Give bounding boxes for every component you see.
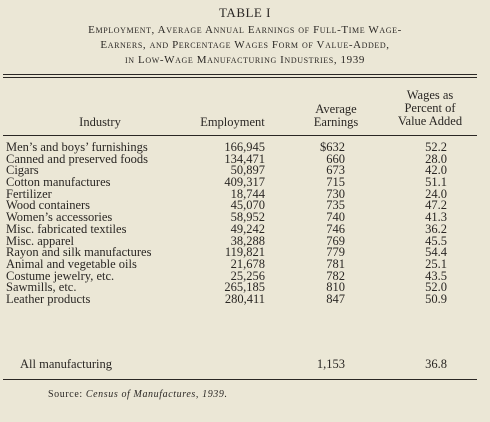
cell-wages: 24.0 bbox=[425, 186, 447, 201]
cell-wages: 43.5 bbox=[425, 268, 447, 283]
cell-employment: 58,952 bbox=[230, 210, 265, 225]
cell-wages: 47.2 bbox=[425, 198, 447, 213]
table-row: Cotton manufactures 409,317 715 51.1 bbox=[6, 175, 480, 190]
table-row: Animal and vegetable oils 21,678 781 25.1 bbox=[6, 256, 480, 271]
cell-employment: 45,070 bbox=[230, 198, 265, 213]
title-line: Employment, Average Annual Earnings of F… bbox=[88, 24, 402, 36]
header-rule bbox=[3, 135, 477, 136]
cell-wages: 50.9 bbox=[425, 291, 447, 306]
cell-earnings: 779 bbox=[326, 245, 345, 260]
cell-industry: All manufacturing bbox=[20, 357, 112, 371]
table-row: Misc. fabricated textiles 49,242 746 36.2 bbox=[6, 221, 480, 236]
cell-earnings: 782 bbox=[326, 268, 345, 283]
header-line: Value Added bbox=[397, 114, 463, 128]
cell-earnings: 1,153 bbox=[316, 357, 345, 371]
table-row: Fertilizer 18,744 730 24.0 bbox=[6, 186, 480, 201]
cell-earnings: 740 bbox=[326, 210, 345, 225]
cell-wages: 45.5 bbox=[425, 233, 447, 248]
table-row: Cigars 50,897 673 42.0 bbox=[6, 163, 480, 178]
table-row: Men’s and boys’ furnishings 166,945 $632 52… bbox=[6, 140, 480, 154]
cell-earnings: 781 bbox=[326, 256, 345, 271]
cell-industry: Cotton manufactures bbox=[6, 175, 111, 190]
cell-wages: 36.2 bbox=[425, 221, 447, 236]
cell-employment: 134,471 bbox=[224, 151, 265, 166]
cell-wages: 54.4 bbox=[425, 245, 447, 260]
header-line: Wages as bbox=[406, 88, 454, 102]
cell-wages: 51.1 bbox=[425, 175, 447, 190]
cell-industry: Women’s accessories bbox=[6, 210, 113, 225]
cell-industry: Misc. fabricated textiles bbox=[6, 221, 127, 236]
source-publication: Census of Manufactures, 1939. bbox=[85, 389, 228, 400]
cell-industry: Costume jewelry, etc. bbox=[6, 268, 115, 283]
table-row: Women’s accessories 58,952 740 41.3 bbox=[6, 210, 480, 225]
cell-industry: Sawmills, etc. bbox=[6, 280, 77, 295]
cell-employment: 49,242 bbox=[230, 221, 265, 236]
cell-employment: 119,821 bbox=[224, 245, 265, 260]
cell-employment: 18,744 bbox=[230, 186, 265, 201]
cell-wages: 52.0 bbox=[425, 280, 447, 295]
table-row: Misc. apparel 38,288 769 45.5 bbox=[6, 233, 480, 248]
table-row: Costume jewelry, etc. 25,256 782 43.5 bbox=[6, 268, 480, 283]
cell-employment: 21,678 bbox=[230, 256, 265, 271]
cell-earnings: 746 bbox=[326, 221, 345, 236]
header-average-earnings: Average Earnings bbox=[296, 103, 376, 129]
cell-employment: 50,897 bbox=[230, 163, 265, 178]
cell-industry: Animal and vegetable oils bbox=[6, 256, 137, 271]
bottom-rule bbox=[3, 379, 477, 380]
all-manufacturing-row: All manufacturing 1,153 36.8 bbox=[6, 357, 480, 371]
table-row: Sawmills, etc. 265,185 810 52.0 bbox=[6, 280, 480, 295]
table-row: Wood containers 45,070 735 47.2 bbox=[6, 198, 480, 213]
cell-industry: Cigars bbox=[6, 163, 39, 178]
cell-wages: 28.0 bbox=[425, 151, 447, 166]
cell-industry: Wood containers bbox=[6, 198, 91, 213]
cell-earnings: 847 bbox=[326, 291, 345, 306]
cell-industry: Fertilizer bbox=[6, 186, 52, 201]
table-row: Leather products 280,411 847 50.9 bbox=[6, 291, 480, 306]
header-line: Average bbox=[315, 102, 357, 116]
table-body: Men’s and boys’ furnishings 166,945 $632 52… bbox=[6, 140, 480, 306]
header-employment: Employment bbox=[200, 115, 265, 129]
cell-employment: 265,185 bbox=[224, 280, 265, 295]
cell-wages: 42.0 bbox=[425, 163, 447, 178]
cell-earnings: 673 bbox=[326, 163, 345, 178]
header-wages-percent: Wages as Percent of Value Added bbox=[385, 89, 475, 128]
table-title: Employment, Average Annual Earnings of F… bbox=[0, 23, 490, 68]
header-industry: Industry bbox=[79, 115, 121, 129]
cell-employment: 166,945 bbox=[224, 140, 265, 154]
cell-industry: Leather products bbox=[6, 291, 91, 306]
source-prefix: Source: bbox=[48, 389, 83, 400]
cell-earnings: 735 bbox=[326, 198, 345, 213]
cell-industry: Canned and preserved foods bbox=[6, 151, 148, 166]
source-note: Source: Census of Manufactures, 1939. bbox=[48, 389, 228, 400]
cell-earnings: 730 bbox=[326, 186, 345, 201]
cell-wages: 52.2 bbox=[425, 140, 447, 154]
cell-employment: 38,288 bbox=[230, 233, 265, 248]
cell-earnings: 660 bbox=[326, 151, 345, 166]
cell-earnings: 810 bbox=[326, 280, 345, 295]
cell-wages: 36.8 bbox=[425, 357, 447, 371]
top-rule bbox=[3, 74, 477, 75]
cell-employment: 409,317 bbox=[224, 175, 265, 190]
title-line: in Low-Wage Manufacturing Industries, 19… bbox=[125, 54, 365, 66]
cell-industry: Men’s and boys’ furnishings bbox=[6, 140, 148, 154]
table-row: Canned and preserved foods 134,471 660 28.0 bbox=[6, 151, 480, 166]
header-line: Percent of bbox=[404, 101, 456, 115]
cell-industry: Misc. apparel bbox=[6, 233, 75, 248]
cell-earnings: $632 bbox=[320, 140, 345, 154]
cell-wages: 25.1 bbox=[425, 256, 447, 271]
table-row: Rayon and silk manufactures 119,821 779 54.… bbox=[6, 245, 480, 260]
cell-employment: 280,411 bbox=[224, 291, 265, 306]
title-line: Earners, and Percentage Wages Form of Va… bbox=[100, 39, 390, 51]
cell-industry: Rayon and silk manufactures bbox=[6, 245, 152, 260]
header-line: Earnings bbox=[313, 115, 359, 129]
table-label: TABLE I bbox=[219, 5, 271, 20]
cell-earnings: 715 bbox=[326, 175, 345, 190]
cell-wages: 41.3 bbox=[425, 210, 447, 225]
cell-employment: 25,256 bbox=[230, 268, 265, 283]
top-rule-inner bbox=[3, 77, 477, 78]
cell-earnings: 769 bbox=[326, 233, 345, 248]
